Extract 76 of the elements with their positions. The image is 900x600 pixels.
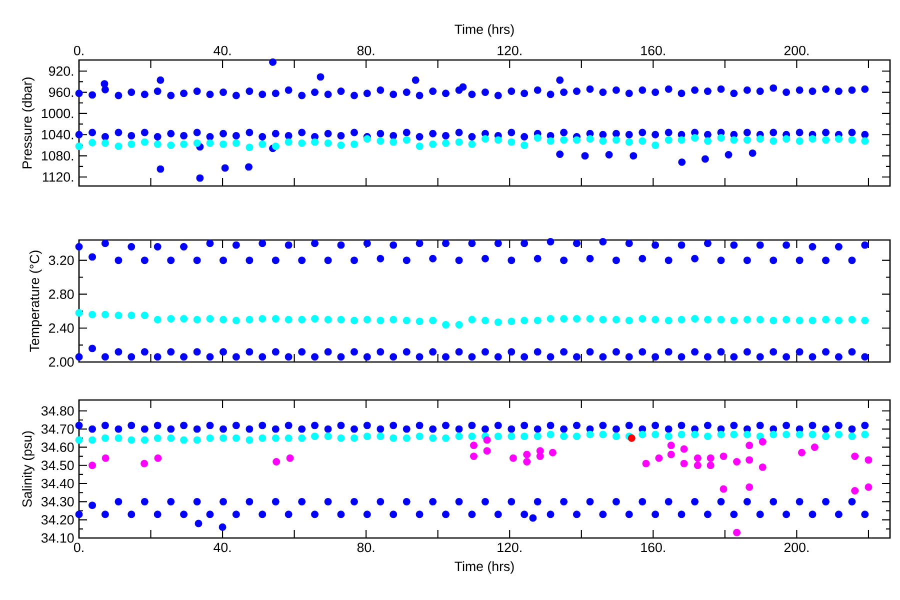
point — [523, 450, 531, 458]
x-tick-label: 160. — [641, 542, 665, 552]
y-tick-label: 1000. — [42, 108, 74, 118]
y-axis-title: Pressure (dbar) — [22, 78, 34, 168]
point — [851, 452, 859, 460]
point — [798, 448, 806, 456]
y-axis-title: Temperature (°C) — [29, 250, 42, 352]
point — [746, 442, 754, 450]
y-tick-label: 34.20 — [41, 515, 74, 525]
y-tick-label: 2.40 — [49, 323, 74, 333]
y-tick-label: 34.70 — [41, 424, 74, 434]
point — [642, 460, 650, 468]
x-tick-label: 0. — [74, 46, 84, 56]
point — [523, 458, 531, 466]
point — [628, 434, 636, 442]
y-tick-label: 2.80 — [49, 290, 74, 299]
point — [667, 450, 675, 458]
point — [720, 452, 728, 460]
y-tick-label: 34.80 — [41, 406, 74, 416]
point — [470, 442, 478, 450]
point — [851, 487, 859, 495]
y-tick-label: 34.30 — [41, 496, 74, 506]
point — [655, 454, 663, 462]
point — [706, 462, 714, 470]
point — [694, 462, 702, 470]
x-tick-label: 40. — [214, 542, 231, 552]
point — [746, 483, 754, 491]
point — [680, 460, 688, 468]
x-tick-label: 120. — [498, 46, 522, 56]
y-axis-title: Salinity (psu) — [22, 431, 34, 507]
point — [548, 448, 556, 456]
point — [758, 438, 766, 446]
x-tick-label: 80. — [357, 542, 374, 552]
x-axis-title: Time (hrs) — [454, 561, 514, 574]
x-tick-label: 200. — [784, 46, 808, 56]
y-tick-label: 1040. — [42, 130, 74, 140]
point — [758, 463, 766, 471]
x-tick-label: 200. — [784, 542, 808, 552]
point — [102, 454, 110, 462]
point — [509, 454, 517, 462]
point — [483, 436, 491, 444]
point — [272, 458, 280, 466]
x-tick-label: 80. — [357, 46, 374, 56]
point — [667, 442, 675, 450]
x-tick-label: 40. — [214, 46, 231, 56]
point — [154, 454, 162, 462]
point — [733, 528, 741, 536]
y-tick-label: 34.50 — [41, 460, 74, 470]
y-tick-label: 3.20 — [48, 256, 74, 266]
y-tick-label: 1080. — [42, 151, 74, 161]
point — [483, 447, 491, 455]
point — [733, 458, 741, 466]
point — [140, 460, 148, 468]
point — [470, 452, 478, 460]
point — [864, 456, 872, 464]
y-tick-label: 960. — [48, 88, 74, 98]
point — [536, 452, 544, 460]
x-tick-label: 0. — [74, 542, 84, 552]
x-tick-label: 160. — [641, 46, 665, 56]
x-axis-title: Time (hrs) — [454, 24, 514, 37]
point — [694, 454, 702, 462]
y-tick-label: 920. — [48, 66, 74, 76]
point — [810, 443, 818, 451]
point — [706, 454, 714, 462]
y-tick-label: 1120. — [42, 172, 74, 182]
point — [720, 485, 728, 493]
point — [680, 445, 688, 453]
y-tick-label: 34.40 — [41, 478, 74, 488]
y-tick-label: 34.10 — [41, 533, 74, 543]
point — [286, 454, 294, 462]
y-tick-label: 34.60 — [41, 442, 74, 452]
point — [864, 483, 872, 491]
point — [88, 462, 96, 470]
point — [746, 456, 754, 464]
x-tick-label: 120. — [498, 542, 522, 552]
y-tick-label: 2.00 — [49, 357, 74, 367]
